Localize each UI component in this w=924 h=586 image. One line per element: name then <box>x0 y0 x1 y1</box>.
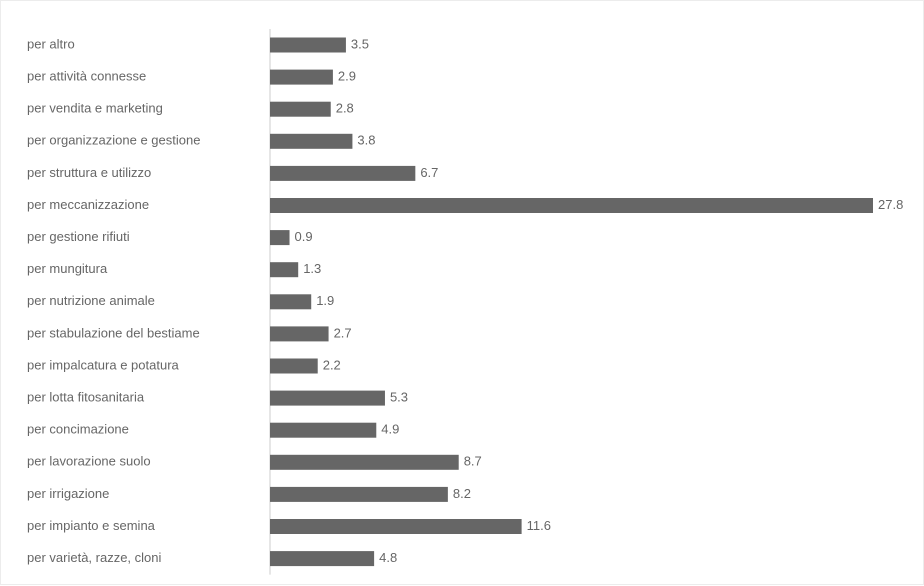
bar <box>270 230 290 246</box>
value-label: 2.7 <box>334 325 352 340</box>
value-label: 4.9 <box>381 422 399 437</box>
bar <box>270 198 873 213</box>
category-labels: per altro per attività connesse per vendit… <box>27 36 200 565</box>
bar <box>270 422 377 438</box>
value-label: 27.8 <box>878 197 903 212</box>
bar <box>270 358 318 374</box>
value-label: 11.6 <box>527 518 551 533</box>
category-label: per attività connesse <box>27 69 146 84</box>
bar <box>270 454 459 470</box>
bar <box>270 37 346 53</box>
bar <box>270 390 385 406</box>
bar <box>270 519 522 534</box>
value-label: 2.9 <box>338 69 356 84</box>
bar <box>270 551 375 567</box>
category-label: per concimazione <box>27 422 129 437</box>
category-label: per varietà, razze, cloni <box>27 550 162 565</box>
category-label: per impianto e semina <box>27 518 156 533</box>
value-label: 1.3 <box>303 261 321 276</box>
value-label: 4.8 <box>379 550 397 565</box>
bar <box>270 165 416 181</box>
value-label: 3.5 <box>351 36 369 51</box>
value-label: 0.9 <box>295 229 313 244</box>
bars <box>270 37 873 567</box>
category-label: per nutrizione animale <box>27 293 155 308</box>
category-label: per irrigazione <box>27 486 109 501</box>
category-label: per lavorazione suolo <box>27 454 151 469</box>
value-label: 2.8 <box>336 101 354 116</box>
category-label: per organizzazione e gestione <box>27 133 200 148</box>
category-label: per struttura e utilizzo <box>27 165 151 180</box>
bar <box>270 133 353 149</box>
value-label: 6.7 <box>420 165 438 180</box>
category-label: per vendita e marketing <box>27 101 163 116</box>
category-label: per mungitura <box>27 261 108 276</box>
value-labels: 3.5 2.9 2.8 3.8 6.7 27.8 0.9 1.3 1.9 2.7 2.2 5.3 4.9… <box>295 36 904 565</box>
value-label: 3.8 <box>357 133 375 148</box>
value-label: 8.2 <box>453 486 471 501</box>
bar <box>270 262 299 278</box>
category-label: per lotta fitosanitaria <box>27 390 145 405</box>
bar <box>270 101 331 117</box>
category-label: per gestione rifiuti <box>27 229 130 244</box>
value-label: 2.2 <box>323 357 341 372</box>
category-label: per impalcatura e potatura <box>27 357 180 372</box>
bar <box>270 294 312 310</box>
category-label: per meccanizzazione <box>27 197 149 212</box>
value-label: 8.7 <box>464 454 482 469</box>
category-label: per altro <box>27 36 75 51</box>
bar <box>270 326 329 342</box>
bar <box>270 69 333 85</box>
bar <box>270 486 448 502</box>
value-label: 5.3 <box>390 390 408 405</box>
category-label: per stabulazione del bestiame <box>27 325 200 340</box>
value-label: 1.9 <box>316 293 334 308</box>
